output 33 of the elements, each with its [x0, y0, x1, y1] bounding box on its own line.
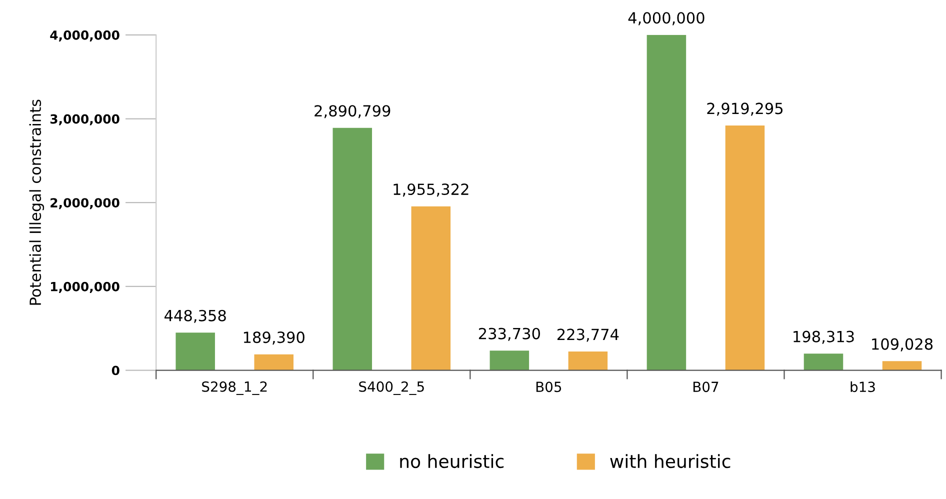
bar: [176, 332, 215, 370]
data-label: 448,358: [164, 310, 226, 323]
y-tick-label: 1,000,000: [51, 282, 120, 293]
data-label: 2,890,799: [314, 105, 390, 118]
data-label: 223,774: [557, 328, 619, 342]
bar: [882, 361, 922, 370]
x-tick-label: S298_1_2: [202, 381, 267, 395]
y-tick-label: 4,000,000: [50, 30, 120, 42]
bar: [568, 352, 608, 370]
bar: [332, 128, 372, 370]
data-label: 198,313: [794, 330, 854, 344]
x-tick-label: b13: [850, 381, 875, 392]
x-tick-label: B07: [693, 382, 718, 392]
data-label: 233,730: [478, 328, 540, 341]
bar: [646, 34, 686, 370]
data-label: 2,919,295: [707, 102, 783, 116]
x-tick-label: B05: [536, 382, 562, 392]
data-label: 109,028: [872, 338, 933, 352]
legend-label: with heuristic: [610, 454, 730, 468]
bar: [490, 350, 530, 370]
bar: [411, 206, 451, 370]
y-axis-title: Potential Illegal constraints: [29, 100, 44, 305]
data-label: 1,955,322: [394, 183, 468, 197]
bar: [804, 354, 844, 370]
y-tick-label: 3,000,000: [50, 114, 120, 126]
x-tick-label: S400_2_5: [359, 381, 424, 395]
legend-label: no heuristic: [400, 454, 504, 468]
bar: [254, 354, 294, 370]
y-tick-label: 2,000,000: [50, 198, 120, 210]
data-label: 189,390: [244, 332, 304, 345]
bar: [725, 126, 765, 370]
y-tick-label: 0: [112, 366, 120, 376]
data-label: 4,000,000: [628, 12, 704, 26]
